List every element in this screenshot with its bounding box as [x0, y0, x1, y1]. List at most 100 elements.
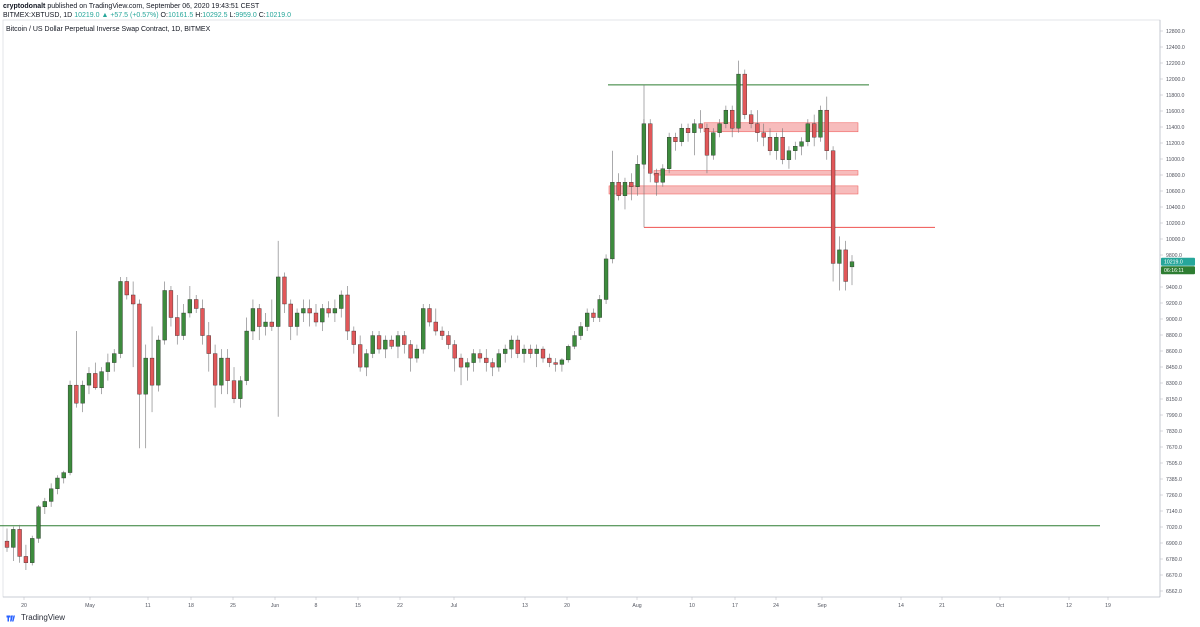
candle-down[interactable] [446, 335, 451, 345]
candle-down[interactable] [149, 357, 155, 386]
candle-up[interactable] [244, 330, 249, 381]
candle-down[interactable] [168, 290, 174, 318]
candle-down[interactable] [269, 321, 274, 327]
candle-down[interactable] [427, 308, 432, 323]
candle-up[interactable] [250, 308, 256, 332]
candle-up[interactable] [723, 109, 729, 124]
candle-down[interactable] [23, 556, 29, 563]
candle-up[interactable] [793, 146, 798, 151]
candle-up[interactable] [112, 353, 117, 363]
candle-down[interactable] [307, 308, 312, 314]
candle-down[interactable] [515, 339, 520, 354]
candle-up[interactable] [503, 348, 508, 354]
candle-up[interactable] [118, 281, 123, 354]
candle-up[interactable] [534, 348, 539, 354]
candle-up[interactable] [736, 73, 741, 129]
candle-down[interactable] [490, 362, 495, 368]
candle-up[interactable] [339, 294, 344, 309]
candle-down[interactable] [402, 335, 407, 345]
candle-up[interactable] [496, 353, 501, 368]
candle-up[interactable] [585, 312, 590, 327]
candle-up[interactable] [263, 321, 268, 327]
candle-down[interactable] [698, 123, 703, 129]
candle-down[interactable] [767, 137, 773, 151]
candle-up[interactable] [509, 339, 514, 350]
candle-down[interactable] [591, 312, 596, 318]
candle-up[interactable] [818, 109, 823, 138]
candle-down[interactable] [433, 321, 438, 332]
candle-up[interactable] [55, 477, 60, 489]
candle-up[interactable] [660, 168, 665, 183]
candle-up[interactable] [301, 308, 306, 314]
candle-up[interactable] [181, 312, 186, 336]
candle-down[interactable] [648, 123, 653, 174]
candle-down[interactable] [389, 339, 394, 347]
candle-up[interactable] [30, 538, 35, 563]
candle-up[interactable] [370, 335, 375, 354]
candle-down[interactable] [824, 109, 829, 151]
candle-down[interactable] [225, 357, 230, 381]
candle-down[interactable] [843, 249, 848, 282]
candle-up[interactable] [559, 359, 565, 365]
candle-up[interactable] [86, 373, 92, 386]
candle-up[interactable] [805, 123, 810, 142]
candle-up[interactable] [692, 123, 697, 133]
candle-down[interactable] [194, 299, 199, 309]
candle-down[interactable] [17, 529, 22, 557]
candle-up[interactable] [332, 308, 338, 314]
candle-down[interactable] [704, 128, 710, 156]
candle-up[interactable] [837, 249, 842, 264]
candle-down[interactable] [458, 357, 464, 368]
candle-down[interactable] [124, 281, 129, 296]
candle-up[interactable] [421, 308, 426, 350]
candle-up[interactable] [61, 472, 66, 479]
candle-up[interactable] [238, 380, 243, 399]
candle-down[interactable] [830, 150, 836, 264]
candle-up[interactable] [635, 164, 640, 187]
candle-down[interactable] [74, 384, 79, 404]
candle-down[interactable] [313, 312, 319, 323]
candle-up[interactable] [711, 132, 716, 156]
candle-down[interactable] [408, 344, 413, 359]
candle-down[interactable] [484, 357, 489, 363]
candle-down[interactable] [547, 357, 552, 363]
candle-down[interactable] [326, 308, 331, 314]
candle-up[interactable] [471, 353, 476, 363]
candle-down[interactable] [553, 362, 558, 365]
candle-up[interactable] [156, 339, 161, 386]
candle-down[interactable] [282, 276, 287, 305]
candle-down[interactable] [175, 317, 180, 336]
candle-down[interactable] [629, 182, 634, 187]
candle-up[interactable] [320, 308, 325, 323]
candle-up[interactable] [465, 362, 470, 368]
candle-up[interactable] [414, 348, 420, 359]
candle-up[interactable] [105, 362, 111, 372]
candle-up[interactable] [603, 258, 609, 300]
candle-up[interactable] [578, 326, 583, 336]
candle-up[interactable] [679, 128, 684, 142]
candle-down[interactable] [130, 294, 136, 305]
candle-down[interactable] [780, 137, 785, 160]
candle-up[interactable] [383, 339, 388, 350]
candle-down[interactable] [452, 344, 457, 359]
candle-up[interactable] [67, 384, 73, 473]
candle-up[interactable] [597, 299, 602, 318]
candle-down[interactable] [616, 182, 621, 196]
candle-up[interactable] [364, 353, 369, 368]
candle-up[interactable] [786, 150, 792, 160]
candle-down[interactable] [540, 348, 546, 359]
candle-up[interactable] [641, 123, 647, 165]
candle-down[interactable] [755, 123, 760, 133]
candle-down[interactable] [137, 303, 142, 395]
candle-down[interactable] [742, 73, 747, 115]
candle-up[interactable] [610, 182, 615, 260]
candle-up[interactable] [276, 276, 281, 327]
candle-up[interactable] [162, 290, 167, 341]
candle-up[interactable] [521, 348, 527, 354]
candle-up[interactable] [36, 506, 41, 539]
candle-up[interactable] [80, 384, 85, 404]
candle-up[interactable] [572, 335, 577, 347]
candle-up[interactable] [566, 346, 571, 361]
candle-up[interactable] [49, 488, 54, 502]
